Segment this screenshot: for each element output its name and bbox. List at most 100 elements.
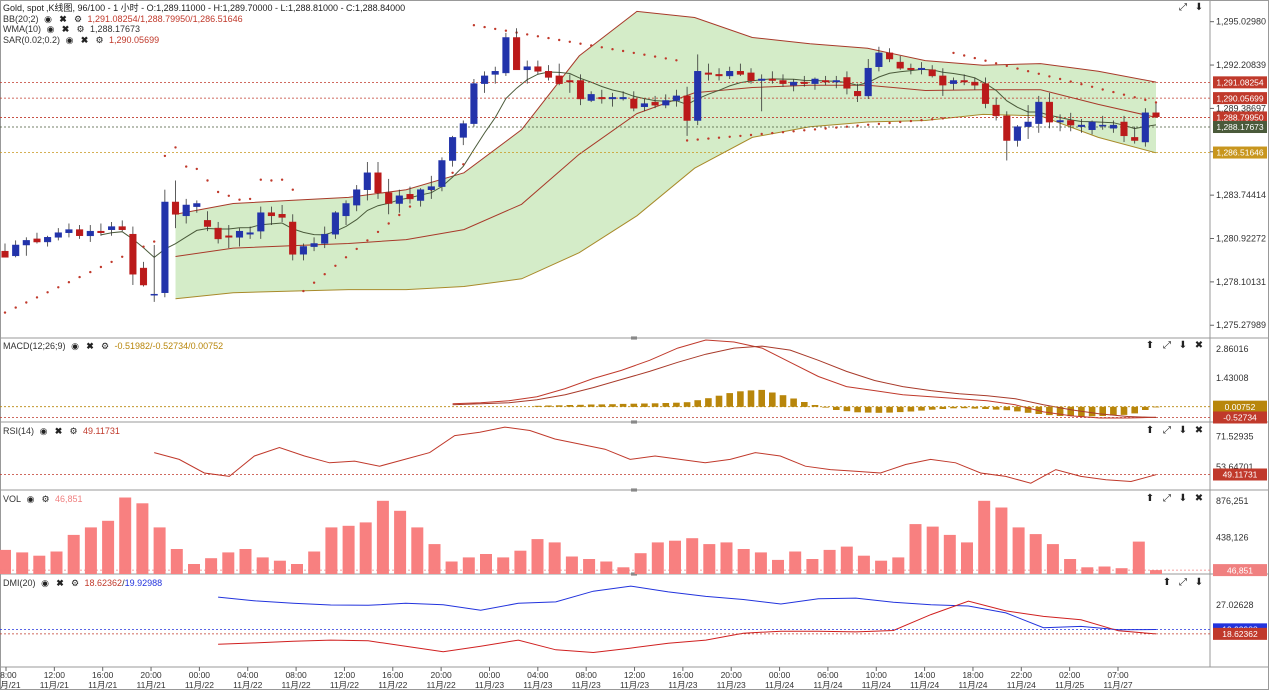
candle-body: [193, 203, 201, 207]
arrow-down-icon[interactable]: ⬇: [1178, 493, 1188, 504]
time-axis-label: 12:00: [624, 670, 646, 680]
sar-dot: [952, 51, 955, 55]
candle-body: [1141, 112, 1149, 143]
eye-icon[interactable]: ◉: [44, 13, 52, 24]
price-axis-label: 1,275.27989: [1216, 320, 1266, 330]
gear-icon[interactable]: ⚙: [41, 494, 50, 505]
candle-body: [299, 246, 307, 255]
candle-body: [779, 80, 787, 84]
time-axis-label: 08:00: [0, 670, 17, 680]
rsi-value: 49.11731: [83, 426, 120, 436]
arrow-down-icon[interactable]: ⬇: [1194, 2, 1204, 13]
candle-body: [928, 69, 936, 77]
gear-icon[interactable]: ⚙: [73, 13, 83, 24]
candle-body: [257, 212, 265, 232]
arrow-up-icon[interactable]: ⬆: [1145, 340, 1155, 351]
macd-histogram-bar: [1110, 406, 1117, 416]
close-icon[interactable]: ✖: [56, 578, 64, 589]
sar-dot: [803, 129, 806, 132]
sar-dot: [142, 245, 145, 248]
gear-icon[interactable]: ⚙: [70, 578, 80, 589]
expand-icon[interactable]: ⤢: [1163, 340, 1171, 351]
macd-histogram-bar: [641, 403, 648, 407]
macd-histogram-bar: [779, 395, 787, 407]
time-axis-label: 06:00: [817, 670, 839, 680]
arrow-down-icon[interactable]: ⬇: [1178, 340, 1188, 351]
sar-dot: [387, 222, 390, 225]
close-icon[interactable]: ✖: [1194, 493, 1204, 504]
sar-dot: [89, 270, 92, 274]
sar-dot: [1122, 93, 1126, 96]
candle-body: [406, 194, 414, 200]
expand-icon[interactable]: ⤢: [1163, 425, 1171, 436]
close-icon[interactable]: ✖: [86, 341, 94, 352]
sar-dot: [1016, 67, 1019, 70]
rsi-legend: RSI(14) ◉ ✖ ⚙ 49.11731: [3, 426, 120, 437]
time-axis-label: 12:00: [334, 670, 356, 680]
eye-icon[interactable]: ◉: [46, 24, 55, 35]
close-icon[interactable]: ✖: [61, 24, 70, 35]
volume-bar: [1046, 544, 1059, 574]
candle-body: [108, 226, 116, 230]
sar-dot: [899, 120, 902, 124]
close-icon[interactable]: ✖: [59, 13, 67, 24]
candle-body: [747, 72, 755, 81]
candle-body: [438, 160, 446, 187]
candle-body: [1013, 126, 1021, 141]
sar-dot: [174, 146, 177, 149]
eye-icon[interactable]: ◉: [26, 494, 35, 505]
sar-dot: [771, 131, 774, 135]
candle-body: [1056, 120, 1064, 123]
close-icon[interactable]: ✖: [1194, 425, 1204, 436]
gear-icon[interactable]: ⚙: [76, 24, 85, 35]
price-tag-bg: [1213, 146, 1267, 159]
volume-bar: [188, 564, 200, 574]
macd-histogram-bar: [1067, 406, 1074, 417]
arrow-up-icon[interactable]: ⬆: [1145, 425, 1155, 436]
candle-body: [576, 80, 585, 100]
sar-dot: [994, 62, 998, 65]
expand-icon[interactable]: ⤢: [1163, 493, 1171, 504]
macd-histogram-bar: [960, 406, 968, 409]
macd-axis-label: 2.86016: [1216, 344, 1249, 354]
sar-dot: [824, 127, 827, 130]
arrow-down-icon[interactable]: ⬇: [1194, 577, 1204, 588]
close-icon[interactable]: ✖: [80, 34, 89, 45]
gear-icon[interactable]: ⚙: [95, 34, 104, 45]
volume-bar: [651, 542, 664, 574]
close-icon[interactable]: ✖: [1194, 340, 1204, 351]
eye-icon[interactable]: ◉: [65, 34, 74, 45]
volume-bar: [772, 559, 784, 574]
date-axis-label: 11月/23: [523, 680, 552, 690]
gear-icon[interactable]: ⚙: [100, 341, 110, 352]
volume-bar: [497, 557, 510, 574]
close-icon[interactable]: ✖: [54, 426, 63, 437]
candle-body: [854, 91, 862, 97]
eye-icon[interactable]: ◉: [39, 426, 48, 437]
arrow-down-icon[interactable]: ⬇: [1178, 425, 1188, 436]
arrow-up-icon[interactable]: ⬆: [1145, 493, 1155, 504]
date-axis-label: 11月/23: [717, 680, 746, 690]
dmi-tag: 18.62362: [1222, 629, 1258, 639]
sar-dot: [931, 118, 934, 121]
wma-line: [100, 68, 1157, 259]
candle-body: [630, 98, 638, 109]
gear-icon[interactable]: ⚙: [69, 426, 78, 437]
macd-histogram-bar: [982, 406, 989, 409]
eye-icon[interactable]: ◉: [41, 578, 49, 589]
sar-dot: [813, 128, 817, 131]
date-axis-label: 11月/22: [378, 680, 407, 690]
vol-value: 46,851: [55, 494, 83, 504]
candle-body: [1152, 112, 1160, 118]
volume-bar: [634, 553, 647, 574]
candle-body: [235, 230, 244, 238]
expand-icon[interactable]: ⤢: [1179, 2, 1187, 13]
time-axis-label: 20:00: [721, 670, 743, 680]
eye-icon[interactable]: ◉: [71, 341, 79, 352]
arrow-up-icon[interactable]: ⬆: [1162, 577, 1172, 588]
volume-bar: [978, 500, 991, 574]
volume-bar: [1064, 559, 1077, 574]
expand-icon[interactable]: ⤢: [1179, 577, 1187, 588]
date-axis-label: 11月/24: [910, 680, 939, 690]
